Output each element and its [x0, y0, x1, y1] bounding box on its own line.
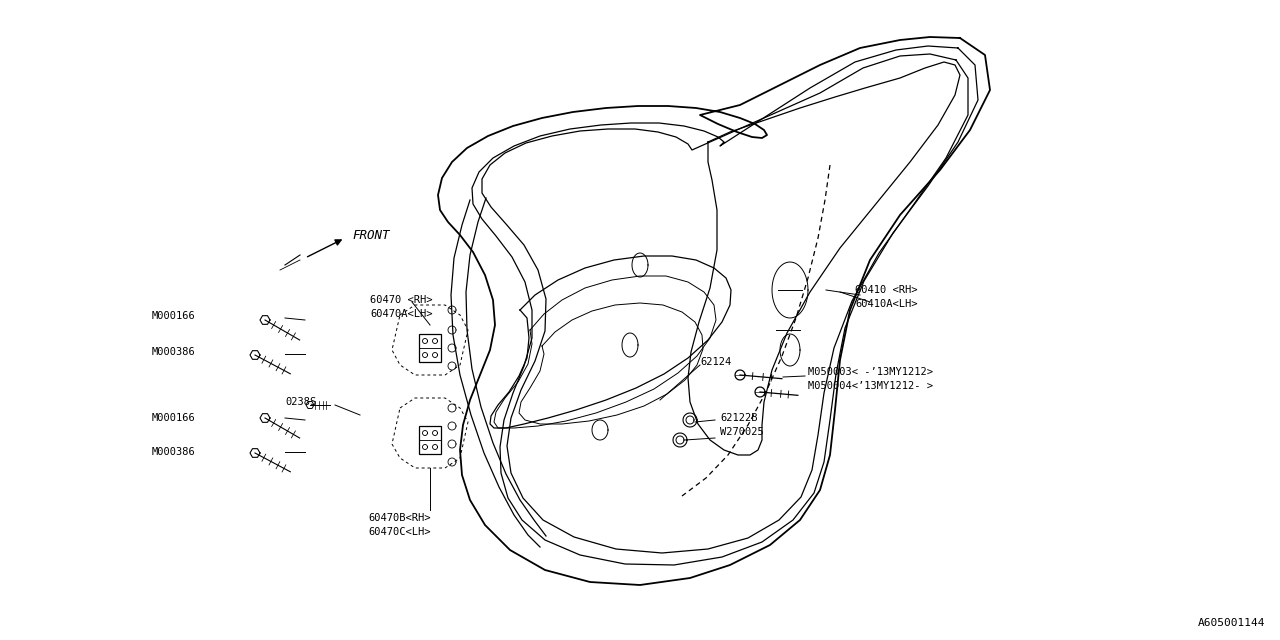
Text: 60410 <RH>: 60410 <RH> — [855, 285, 918, 295]
Text: A605001144: A605001144 — [1198, 618, 1265, 628]
Text: M000386: M000386 — [152, 347, 196, 357]
Text: M000166: M000166 — [152, 413, 196, 423]
Text: M000386: M000386 — [152, 447, 196, 457]
Bar — [419, 426, 442, 454]
Text: 60470A<LH>: 60470A<LH> — [370, 309, 433, 319]
Text: 0238S: 0238S — [285, 397, 316, 407]
Text: W270025: W270025 — [719, 427, 764, 437]
Text: M000166: M000166 — [152, 311, 196, 321]
Text: M050004<’13MY1212- >: M050004<’13MY1212- > — [808, 381, 933, 391]
Text: 62124: 62124 — [700, 357, 731, 367]
Text: 60470 <RH>: 60470 <RH> — [370, 295, 433, 305]
Text: 60470B<RH>: 60470B<RH> — [369, 513, 430, 523]
Text: 60470C<LH>: 60470C<LH> — [369, 527, 430, 537]
Bar — [419, 334, 442, 362]
Text: 60410A<LH>: 60410A<LH> — [855, 299, 918, 309]
Text: 62122B: 62122B — [719, 413, 758, 423]
Text: M050003< -’13MY1212>: M050003< -’13MY1212> — [808, 367, 933, 377]
Text: FRONT: FRONT — [352, 228, 389, 241]
